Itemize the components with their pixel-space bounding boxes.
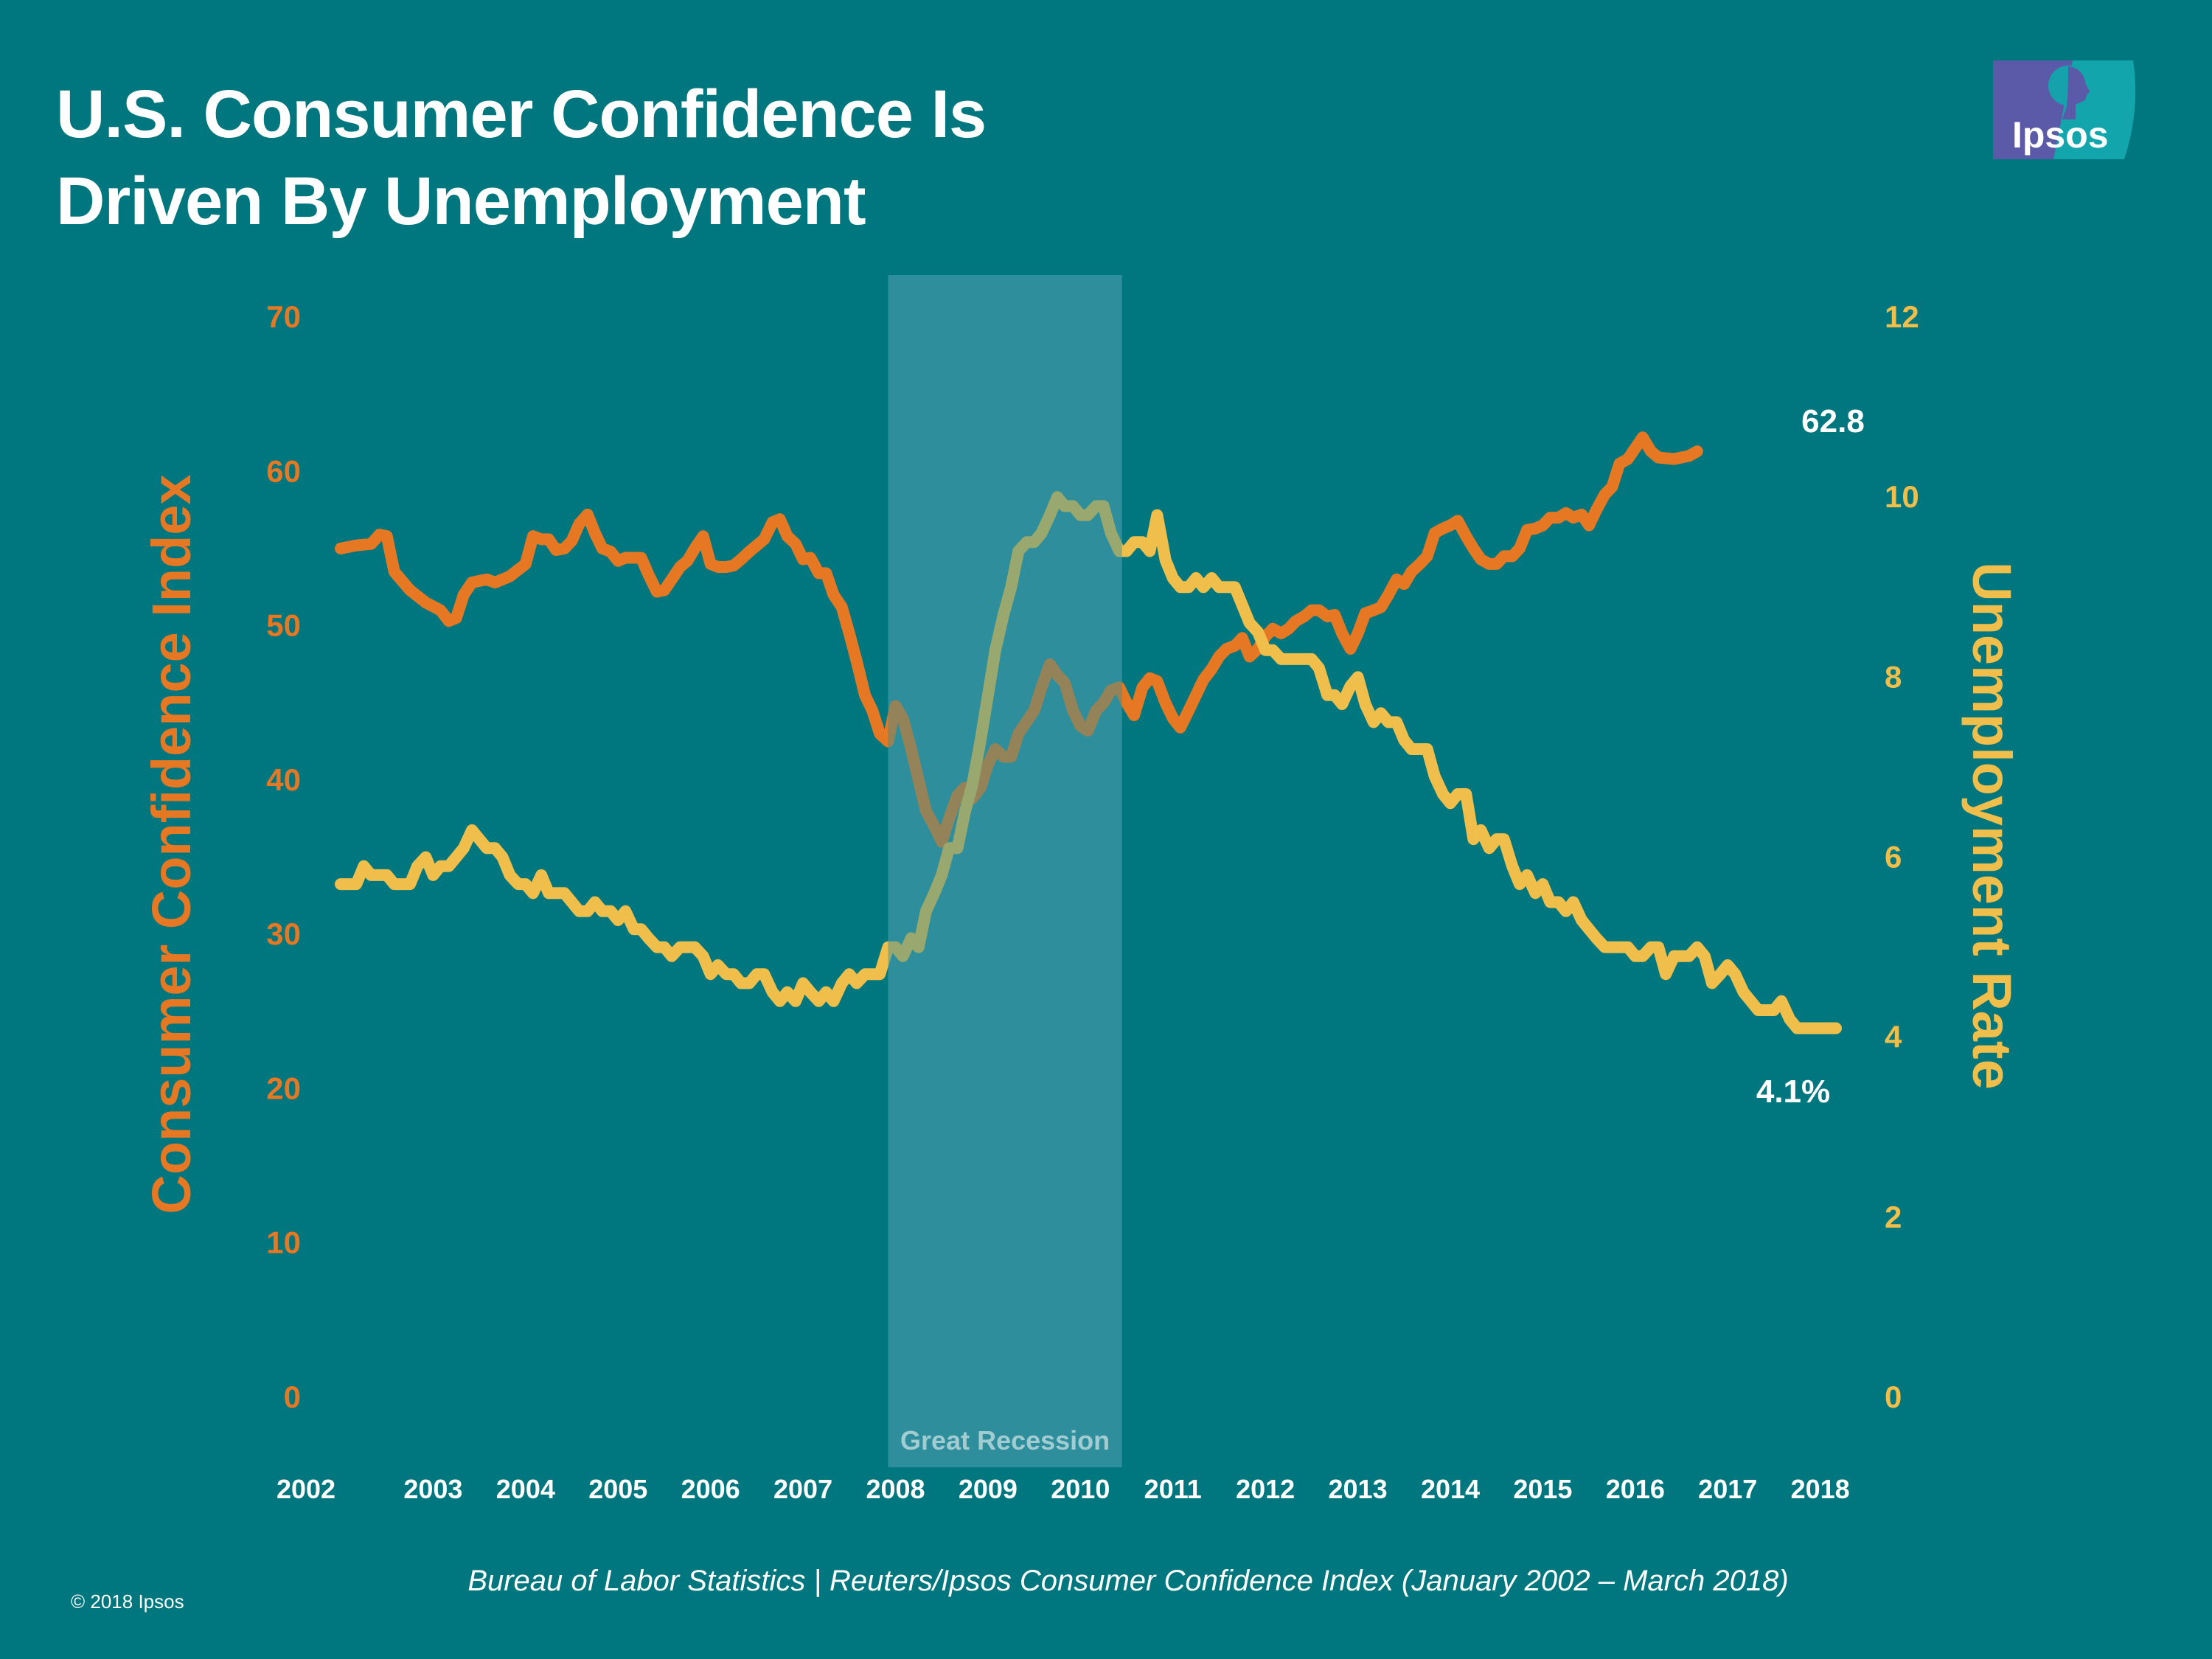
annotations: 62.8 4.1% [1756, 403, 1865, 1110]
right-tick-label: 8 [1885, 659, 1902, 694]
x-tick-label: 2012 [1236, 1474, 1295, 1504]
x-tick-label: 2008 [866, 1474, 925, 1504]
left-tick-label: 70 [266, 299, 301, 334]
left-axis-title: Consumer Confidence Index [141, 474, 202, 1214]
recession-band [888, 275, 1122, 1467]
x-tick-label: 2002 [276, 1474, 335, 1504]
x-tick-label: 2009 [959, 1474, 1018, 1504]
left-tick-label: 10 [266, 1225, 301, 1260]
ipsos-logo: Ipsos [1993, 60, 2136, 159]
left-tick-label: 50 [266, 608, 301, 643]
left-tick-label: 30 [266, 917, 301, 951]
x-tick-label: 2010 [1051, 1474, 1110, 1504]
right-tick-label: 4 [1885, 1020, 1902, 1054]
x-tick-label: 2013 [1329, 1474, 1388, 1504]
logo-text: Ipsos [2012, 114, 2109, 156]
recession-band-tint [888, 275, 1122, 1467]
head-silhouette-icon [2048, 66, 2090, 119]
right-tick-label: 6 [1885, 840, 1902, 874]
right-tick-label: 12 [1885, 299, 1919, 334]
x-tick-label: 2014 [1421, 1474, 1480, 1504]
left-tick-label: 60 [266, 453, 301, 488]
right-axis-title: Unemployment Rate [1961, 562, 2023, 1089]
x-tick-label: 2015 [1513, 1474, 1572, 1504]
right-tick-label: 2 [1885, 1200, 1902, 1234]
x-tick-label: 2003 [403, 1474, 462, 1504]
cci-end-label: 62.8 [1801, 403, 1865, 439]
x-tick-label: 2006 [681, 1474, 740, 1504]
x-axis: 2002 2003 2004 2005 2006 2007 2008 2009 2010 2011… [276, 1474, 1850, 1504]
source-note: Bureau of Labor Statistics | Reuters/Ips… [467, 1565, 1789, 1597]
copyright: © 2018 Ipsos [71, 1590, 184, 1613]
recession-band-group: Great Recession [888, 275, 1122, 1467]
right-axis: 0 2 4 6 8 10 12 Unemployment Rate [1885, 299, 2023, 1414]
series-lines [335, 431, 1842, 1034]
x-tick-label: 2004 [496, 1474, 555, 1504]
x-tick-label: 2018 [1791, 1474, 1850, 1504]
x-tick-label: 2011 [1144, 1474, 1202, 1504]
right-tick-label: 10 [1885, 479, 1919, 514]
unemployment-end-label: 4.1% [1756, 1074, 1830, 1110]
title-line-1: U.S. Consumer Confidence Is [56, 77, 987, 152]
x-tick-label: 2017 [1698, 1474, 1757, 1504]
left-tick-label: 40 [266, 762, 301, 797]
left-tick-label: 0 [284, 1380, 301, 1414]
left-tick-label: 20 [266, 1071, 301, 1105]
unemployment-line [335, 491, 1842, 1034]
recession-label: Great Recession [900, 1425, 1110, 1455]
x-tick-label: 2007 [773, 1474, 832, 1504]
x-tick-label: 2016 [1606, 1474, 1665, 1504]
right-tick-label: 0 [1885, 1380, 1902, 1414]
recession-overlay [888, 275, 1122, 1467]
cci-line [335, 431, 1703, 848]
title-line-2: Driven By Unemployment [56, 164, 866, 239]
page-title: U.S. Consumer Confidence Is Driven By Un… [56, 71, 987, 245]
left-axis: 0 10 20 30 40 50 60 70 Consumer Confidence Index [141, 299, 301, 1414]
x-tick-label: 2005 [588, 1474, 647, 1504]
